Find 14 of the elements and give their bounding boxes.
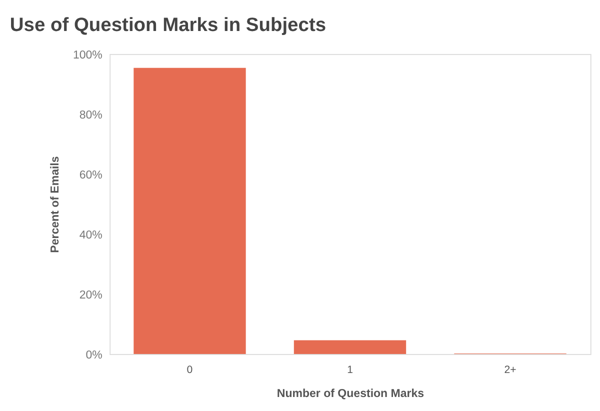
y-tick-label: 40% [79, 229, 102, 242]
x-axis-title: Number of Question Marks [276, 388, 424, 400]
y-tick-label: 60% [79, 169, 102, 182]
y-axis-title: Percent of Emails [49, 156, 62, 253]
bar [134, 68, 246, 354]
y-tick-label: 80% [79, 109, 102, 122]
x-tick-label: 0 [186, 364, 193, 376]
x-tick-label: 1 [347, 364, 354, 376]
y-tick-label: 20% [79, 289, 102, 302]
bar [294, 340, 406, 354]
y-tick-label: 0% [86, 349, 102, 362]
y-tick-label: 100% [72, 49, 102, 62]
chart-title: Use of Question Marks in Subjects [10, 14, 326, 36]
x-tick-label: 2+ [504, 364, 516, 376]
